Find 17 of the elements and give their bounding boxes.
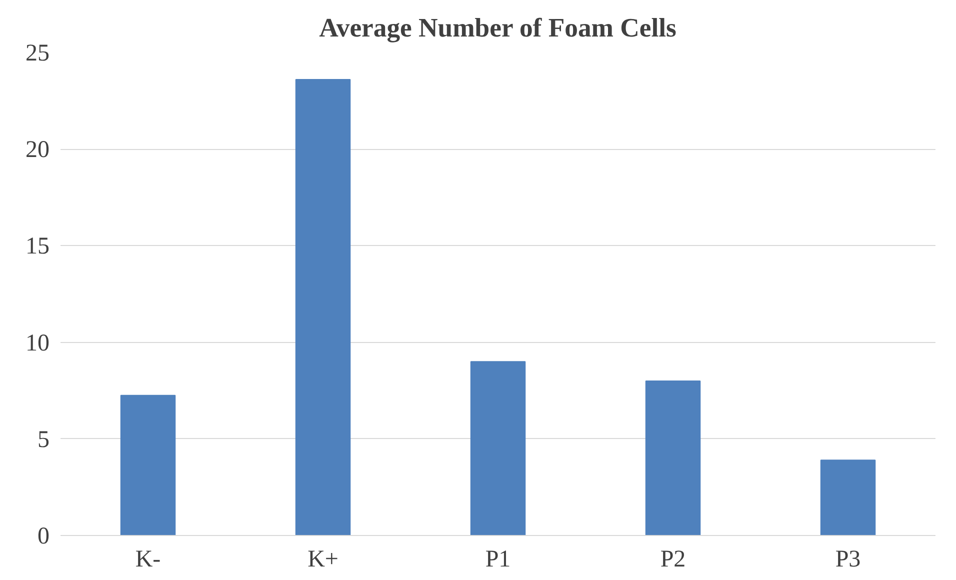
y-tick-label: 20	[26, 137, 50, 164]
x-tick-label: P2	[660, 546, 686, 572]
y-tick-label: 0	[38, 524, 50, 550]
x-tick-label: P1	[485, 546, 511, 572]
bar	[295, 79, 351, 536]
x-tick-label: K+	[308, 546, 338, 572]
y-tick-label: 10	[26, 330, 50, 356]
bar	[820, 460, 876, 536]
bar	[645, 380, 701, 536]
chart-title: Average Number of Foam Cells	[319, 12, 676, 42]
bar	[120, 394, 176, 536]
x-tick-label: P3	[835, 546, 861, 572]
y-tick-label: 15	[26, 234, 50, 260]
bar	[470, 361, 526, 536]
y-tick-label: 25	[26, 40, 50, 66]
y-tick-label: 5	[38, 426, 50, 453]
x-tick-label: K-	[135, 546, 161, 572]
